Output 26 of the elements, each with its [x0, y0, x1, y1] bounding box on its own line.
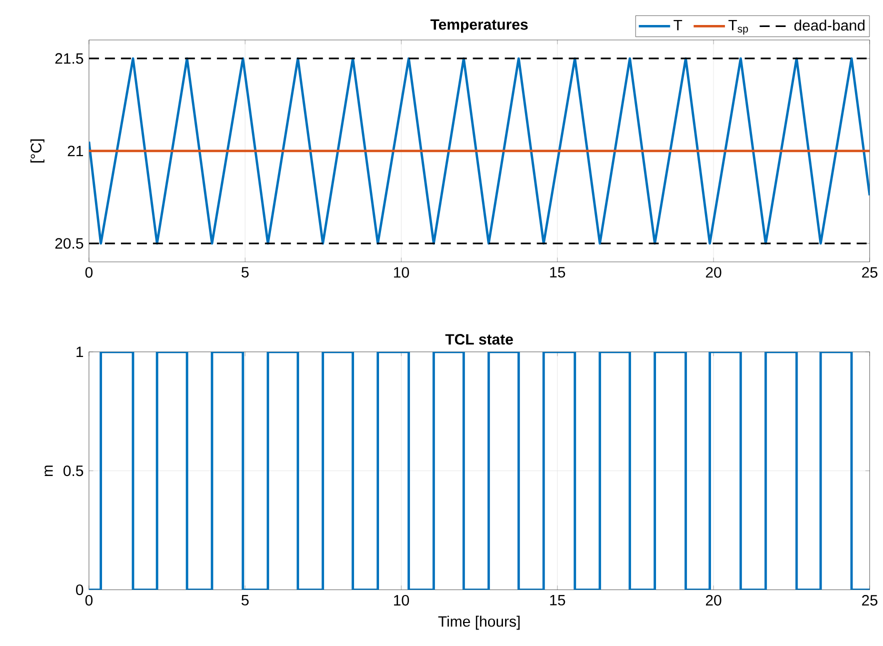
y-tick-label: 21.5: [55, 53, 84, 64]
y-tick-label: 0.5: [64, 466, 84, 476]
x-tick-label: 15: [550, 595, 566, 606]
x-tick-label: 5: [242, 267, 249, 278]
x-tick-label: 0: [85, 267, 93, 278]
x-tick-label: 25: [862, 595, 878, 606]
y-axis-title: [°C]: [30, 140, 44, 163]
chart-title: TCL state: [445, 334, 513, 345]
x-tick-label: 20: [706, 267, 722, 278]
x-tick-label: 25: [862, 267, 878, 278]
legend-label: T: [674, 20, 682, 30]
legend-label: dead-band: [794, 20, 864, 31]
y-axis-title: m: [44, 466, 53, 476]
x-axis-title: Time [hours]: [438, 616, 520, 630]
x-tick-label: 10: [394, 267, 409, 278]
y-tick-label: 1: [76, 346, 84, 358]
y-tick-label: 0: [76, 584, 84, 596]
x-tick-label: 15: [550, 267, 566, 278]
x-tick-label: 0: [85, 595, 93, 606]
x-tick-label: 20: [706, 595, 722, 606]
y-tick-label: 20.5: [55, 238, 84, 249]
legend-label: T$_{sp}$: [728, 20, 748, 35]
chart-title: Temperatures: [430, 19, 528, 33]
x-tick-label: 5: [242, 595, 249, 606]
x-tick-label: 10: [394, 595, 409, 606]
y-tick-label: 21: [68, 146, 84, 156]
